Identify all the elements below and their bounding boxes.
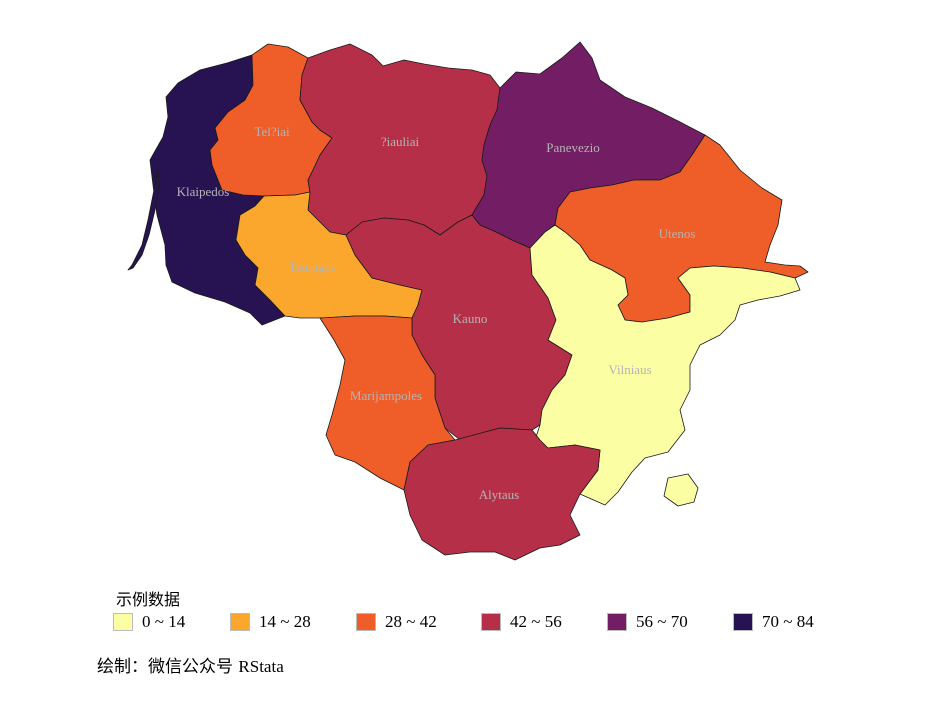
label-vilniaus: Vilniaus bbox=[608, 362, 651, 377]
legend-swatch bbox=[481, 613, 501, 631]
legend-item: 70 ~ 84 bbox=[733, 611, 814, 633]
legend-swatch bbox=[733, 613, 753, 631]
label-kauno: Kauno bbox=[453, 311, 488, 326]
label-telsiai: Tel?iai bbox=[254, 124, 290, 139]
region-vilniaus[interactable] bbox=[529, 224, 801, 506]
label-alytaus: Alytaus bbox=[479, 487, 519, 502]
caption: 绘制：微信公众号 RStata bbox=[97, 652, 284, 677]
legend-label: 14 ~ 28 bbox=[259, 612, 311, 631]
region-klaipedos-spit[interactable] bbox=[127, 169, 160, 271]
legend-item: 56 ~ 70 bbox=[607, 611, 688, 633]
legend-label: 0 ~ 14 bbox=[142, 612, 186, 631]
legend-label: 42 ~ 56 bbox=[510, 612, 562, 631]
region-alytaus[interactable] bbox=[403, 427, 601, 561]
lithuania-map: Klaipedos Tel?iai ?iauliai Panevezio Ute… bbox=[127, 41, 809, 561]
legend-swatch bbox=[113, 613, 133, 631]
legend-swatch bbox=[230, 613, 250, 631]
label-taurages: Taurages bbox=[289, 259, 336, 274]
label-siauliai: ?iauliai bbox=[381, 134, 420, 149]
legend-swatch bbox=[607, 613, 627, 631]
region-vilniaus-enclave[interactable] bbox=[663, 473, 699, 507]
legend-item: 14 ~ 28 bbox=[230, 611, 311, 633]
legend-item: 42 ~ 56 bbox=[481, 611, 562, 633]
legend-swatch bbox=[356, 613, 376, 631]
legend-item: 0 ~ 14 bbox=[113, 611, 185, 633]
label-utenos: Utenos bbox=[659, 226, 696, 241]
legend: 0 ~ 14 14 ~ 28 28 ~ 42 42 ~ 56 56 ~ 70 7… bbox=[113, 611, 873, 633]
label-klaipedos: Klaipedos bbox=[177, 184, 230, 199]
legend-label: 56 ~ 70 bbox=[636, 612, 688, 631]
label-marijampoles: Marijampoles bbox=[350, 388, 422, 403]
legend-label: 70 ~ 84 bbox=[762, 612, 814, 631]
legend-item: 28 ~ 42 bbox=[356, 611, 437, 633]
caption-brand: RStata bbox=[238, 657, 284, 676]
caption-prefix: 绘制：微信公众号 bbox=[97, 657, 233, 677]
legend-title: 示例数据 bbox=[116, 590, 181, 609]
legend-label: 28 ~ 42 bbox=[385, 612, 437, 631]
label-panevezio: Panevezio bbox=[546, 140, 599, 155]
